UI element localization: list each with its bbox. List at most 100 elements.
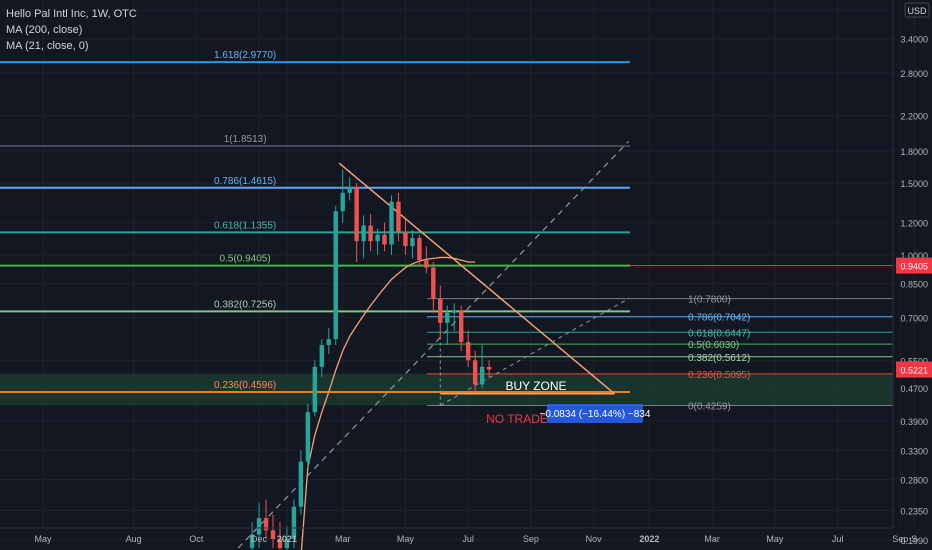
time-tick-label: Sep xyxy=(892,534,908,544)
time-tick-label: Aug xyxy=(126,534,142,544)
zones xyxy=(0,373,893,406)
candle-body xyxy=(305,412,311,462)
price-tag-box xyxy=(896,257,932,274)
price-tag-label: 0.5221 xyxy=(900,366,928,376)
moving-averages xyxy=(300,256,476,550)
candle-body xyxy=(354,186,359,242)
price-tick-label: 2.8000 xyxy=(900,69,928,79)
fib-level-label: 1(1.8513) xyxy=(224,134,267,145)
ma21-line xyxy=(300,256,476,550)
candle-body xyxy=(445,312,450,323)
fib2-level-label: 1(0.7800) xyxy=(688,295,731,306)
price-tick-label: 0.3300 xyxy=(900,447,928,457)
candle-body xyxy=(256,518,262,535)
candle-body xyxy=(368,225,373,242)
buy-zone-box xyxy=(0,373,893,406)
candle-body xyxy=(270,530,276,539)
price-tick-label: 0.5500 xyxy=(900,356,928,366)
candle-body xyxy=(424,260,429,268)
price-tick-label: 0.2350 xyxy=(900,506,928,516)
chart-legend: Hello Pal Intl Inc, 1W, OTC MA (200, clo… xyxy=(6,6,137,54)
candle-body xyxy=(291,506,297,539)
time-tick-label: Dec xyxy=(251,534,268,544)
fib-levels[interactable]: 1.618(2.9770) 1(1.8513) 0.786(1.4615) 0.618… xyxy=(0,50,893,412)
fib2-level-label: 0.786(0.7042) xyxy=(688,313,750,324)
candle-body xyxy=(382,234,387,245)
fib2-level-label: 0.236(0.5095) xyxy=(688,370,750,381)
candle-body xyxy=(459,310,464,343)
no-trade-label: NO TRADE xyxy=(486,412,548,426)
price-tick-label: 1.0000 xyxy=(900,251,928,261)
candle-body xyxy=(326,339,331,345)
time-tick-label: May xyxy=(766,534,784,544)
candle-body xyxy=(347,186,352,193)
price-tick-label: 0.1990 xyxy=(900,536,928,546)
candle-body xyxy=(249,534,255,548)
price-tick-label: 0.4700 xyxy=(900,384,928,394)
time-tick-label: May xyxy=(34,534,52,544)
time-tick-label: Oct xyxy=(189,534,204,544)
candle-body xyxy=(438,298,443,323)
price-tick-label: 1.8000 xyxy=(900,147,928,157)
fib-level-label: 0.786(1.4615) xyxy=(214,176,276,187)
candle-body xyxy=(312,366,318,413)
annotations: BUY ZONE NO TRADE−0.0834 (−16.44%) −834 xyxy=(486,379,651,426)
price-tick-label: 0.3900 xyxy=(900,417,928,427)
fib-level-label: 0.618(1.1355) xyxy=(214,220,276,231)
candle-body xyxy=(452,310,457,313)
price-tick-label: 1.2000 xyxy=(900,219,928,229)
fib2-level-label: 0.618(0.6447) xyxy=(688,328,750,339)
fib2-level-label: 0(0.4259) xyxy=(688,401,731,412)
time-tick-label: Jul xyxy=(462,534,474,544)
measure-box xyxy=(547,404,643,423)
fib2-level-label: 0.5(0.6030) xyxy=(688,340,739,351)
candle-body xyxy=(396,201,401,232)
price-tick-label: 2.2000 xyxy=(900,112,928,122)
time-tick-label: 2022 xyxy=(639,534,659,544)
candle-body xyxy=(375,234,380,242)
trend-lines[interactable] xyxy=(237,141,629,549)
measure-label: −0.0834 (−16.44%) −834 xyxy=(540,409,651,420)
time-axis[interactable]: May Aug Oct Dec 2021 Mar May Jul Sep Nov 2022 Mar Ma… xyxy=(0,527,917,544)
buy-zone-label: BUY ZONE xyxy=(505,379,566,393)
candle-body xyxy=(431,267,436,299)
fib-level-label: 1.618(2.9770) xyxy=(214,50,276,61)
candle-body xyxy=(284,538,290,548)
ma200-legend[interactable]: MA (200, close) xyxy=(6,24,83,36)
fib-level-label: 0.236(0.4596) xyxy=(214,380,276,391)
candle-body xyxy=(417,237,422,261)
price-tag-box xyxy=(896,361,932,378)
time-tick-label: Nov xyxy=(586,534,603,544)
descending-trendline xyxy=(338,162,616,395)
time-tick-label: May xyxy=(397,534,415,544)
price-tick-label: 1.5000 xyxy=(900,179,928,189)
candles xyxy=(249,169,492,550)
candle-body xyxy=(472,360,478,385)
price-axis[interactable]: USD 3.4000 2.8000 2.2000 1.8000 1.5000 1.2000 1… xyxy=(892,0,932,546)
time-tick-label: Mar xyxy=(335,534,351,544)
symbol-title[interactable]: Hello Pal Intl Inc, 1W, OTC xyxy=(6,8,137,20)
price-tick-label: 0.2800 xyxy=(900,476,928,486)
candle-body xyxy=(403,231,408,247)
candle-body xyxy=(319,344,324,367)
candle-body xyxy=(410,237,415,247)
time-tick-label: S xyxy=(911,534,917,544)
candle-body xyxy=(486,366,492,370)
time-tick-label: Jul xyxy=(832,534,844,544)
currency-box xyxy=(904,2,930,18)
candle-body xyxy=(298,461,304,507)
fib-level-label: 0.5(0.9405) xyxy=(220,254,271,265)
price-tag-label: 0.9405 xyxy=(900,262,928,272)
price-tick-label: 3.4000 xyxy=(900,35,928,45)
candle-body xyxy=(263,518,269,531)
candle-body xyxy=(277,538,283,548)
fib2-level-label: 0.382(0.5612) xyxy=(688,353,750,364)
time-tick-label: 2021 xyxy=(277,534,297,544)
candle-body xyxy=(340,192,345,212)
candle-body xyxy=(361,225,366,242)
ma21-legend[interactable]: MA (21, close, 0) xyxy=(6,40,89,52)
candle-body xyxy=(389,201,394,245)
time-tick-label: Sep xyxy=(523,534,539,544)
